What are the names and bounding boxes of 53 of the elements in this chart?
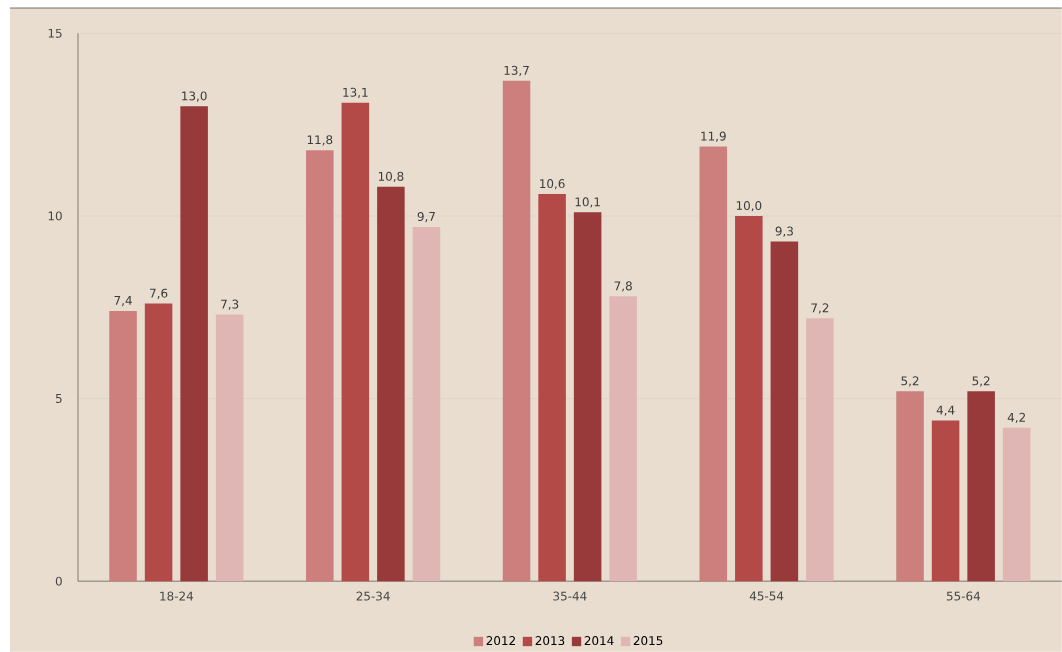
data-label: 7,2 bbox=[811, 303, 829, 314]
bar bbox=[573, 212, 602, 582]
bar bbox=[806, 318, 834, 582]
data-label: 9,3 bbox=[775, 226, 793, 237]
data-label: 4,4 bbox=[936, 405, 955, 416]
x-tick-label: 55-64 bbox=[946, 591, 981, 601]
legend-label: 2013 bbox=[535, 635, 565, 645]
data-label: 7,4 bbox=[114, 296, 132, 307]
bar bbox=[931, 420, 960, 582]
x-tick-label: 25-34 bbox=[356, 591, 390, 601]
bar bbox=[735, 215, 763, 582]
data-label: 9,7 bbox=[417, 211, 435, 223]
data-label: 7,6 bbox=[150, 288, 168, 299]
legend-label: 2014 bbox=[584, 635, 614, 645]
bar bbox=[770, 241, 799, 582]
data-label: 10,1 bbox=[575, 197, 600, 208]
y-tick-label: 5 bbox=[55, 394, 62, 403]
data-label: 7,8 bbox=[614, 281, 632, 292]
data-label: 5,2 bbox=[901, 376, 919, 387]
legend-label: 2012 bbox=[486, 635, 515, 645]
data-label: 10,6 bbox=[540, 178, 565, 190]
bar bbox=[306, 150, 334, 582]
x-tick-label: 45-54 bbox=[749, 591, 784, 601]
bar bbox=[538, 193, 566, 582]
bar bbox=[144, 303, 173, 582]
data-label: 4,2 bbox=[1007, 412, 1025, 423]
data-label: 13,1 bbox=[343, 87, 368, 98]
data-label: 11,9 bbox=[701, 131, 726, 142]
bar bbox=[609, 296, 637, 582]
bar bbox=[699, 146, 728, 582]
x-tick-label: 35-44 bbox=[553, 591, 587, 601]
data-label: 10,0 bbox=[736, 200, 762, 212]
data-label: 13,7 bbox=[504, 65, 529, 77]
bar bbox=[412, 226, 441, 582]
bar bbox=[180, 106, 208, 582]
bar bbox=[215, 314, 244, 582]
bar bbox=[109, 310, 137, 582]
bar bbox=[896, 391, 924, 582]
data-label: 7,3 bbox=[221, 299, 239, 310]
bar bbox=[967, 391, 995, 582]
legend-label: 2015 bbox=[633, 635, 663, 645]
bar bbox=[502, 80, 531, 582]
y-tick-label: 0 bbox=[55, 576, 62, 586]
y-tick-label: 10 bbox=[48, 211, 62, 221]
y-tick-label: 15 bbox=[48, 28, 62, 38]
data-label: 13,0 bbox=[182, 91, 207, 102]
data-label: 11,8 bbox=[307, 135, 333, 146]
data-label: 5,2 bbox=[972, 376, 990, 387]
bar bbox=[377, 186, 405, 582]
x-tick-label: 18-24 bbox=[160, 591, 194, 601]
bar bbox=[1002, 427, 1031, 582]
data-label: 10,8 bbox=[378, 171, 404, 182]
bar bbox=[341, 102, 370, 582]
